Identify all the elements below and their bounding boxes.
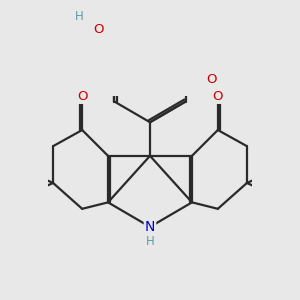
- Text: O: O: [213, 90, 223, 103]
- Text: O: O: [206, 73, 217, 86]
- Text: H: H: [75, 11, 83, 23]
- Text: H: H: [146, 235, 154, 248]
- Text: N: N: [145, 220, 155, 234]
- Text: O: O: [77, 90, 87, 103]
- Text: O: O: [93, 23, 104, 36]
